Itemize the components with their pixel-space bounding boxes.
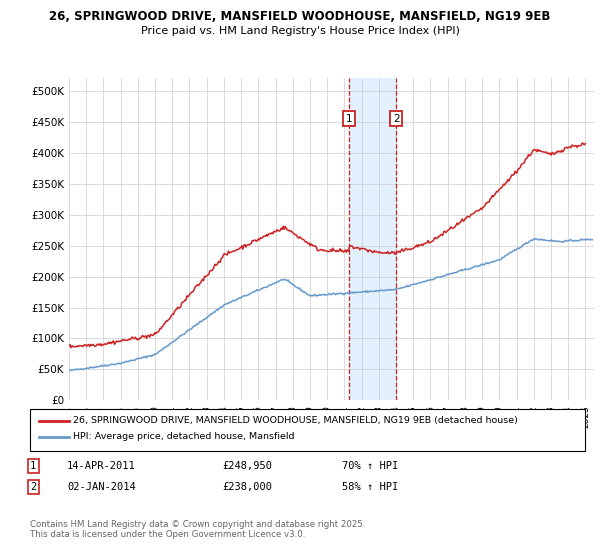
Bar [349,78,396,400]
Text: 1: 1 [346,114,353,124]
Text: 1: 1 [30,461,36,471]
Text: £248,950: £248,950 [222,461,272,471]
Text: Price paid vs. HM Land Registry's House Price Index (HPI): Price paid vs. HM Land Registry's House … [140,26,460,36]
Text: HPI: Average price, detached house, Mansfield: HPI: Average price, detached house, Mans… [73,432,295,441]
Text: 26, SPRINGWOOD DRIVE, MANSFIELD WOODHOUSE, MANSFIELD, NG19 9EB: 26, SPRINGWOOD DRIVE, MANSFIELD WOODHOUS… [49,10,551,22]
Text: 2: 2 [30,482,36,492]
Text: 58% ↑ HPI: 58% ↑ HPI [342,482,398,492]
Text: £238,000: £238,000 [222,482,272,492]
Text: Contains HM Land Registry data © Crown copyright and database right 2025.
This d: Contains HM Land Registry data © Crown c… [30,520,365,539]
Text: 2: 2 [393,114,400,124]
Text: 02-JAN-2014: 02-JAN-2014 [67,482,136,492]
Text: 14-APR-2011: 14-APR-2011 [67,461,136,471]
Text: 26, SPRINGWOOD DRIVE, MANSFIELD WOODHOUSE, MANSFIELD, NG19 9EB (detached house): 26, SPRINGWOOD DRIVE, MANSFIELD WOODHOUS… [73,416,518,425]
Text: 70% ↑ HPI: 70% ↑ HPI [342,461,398,471]
